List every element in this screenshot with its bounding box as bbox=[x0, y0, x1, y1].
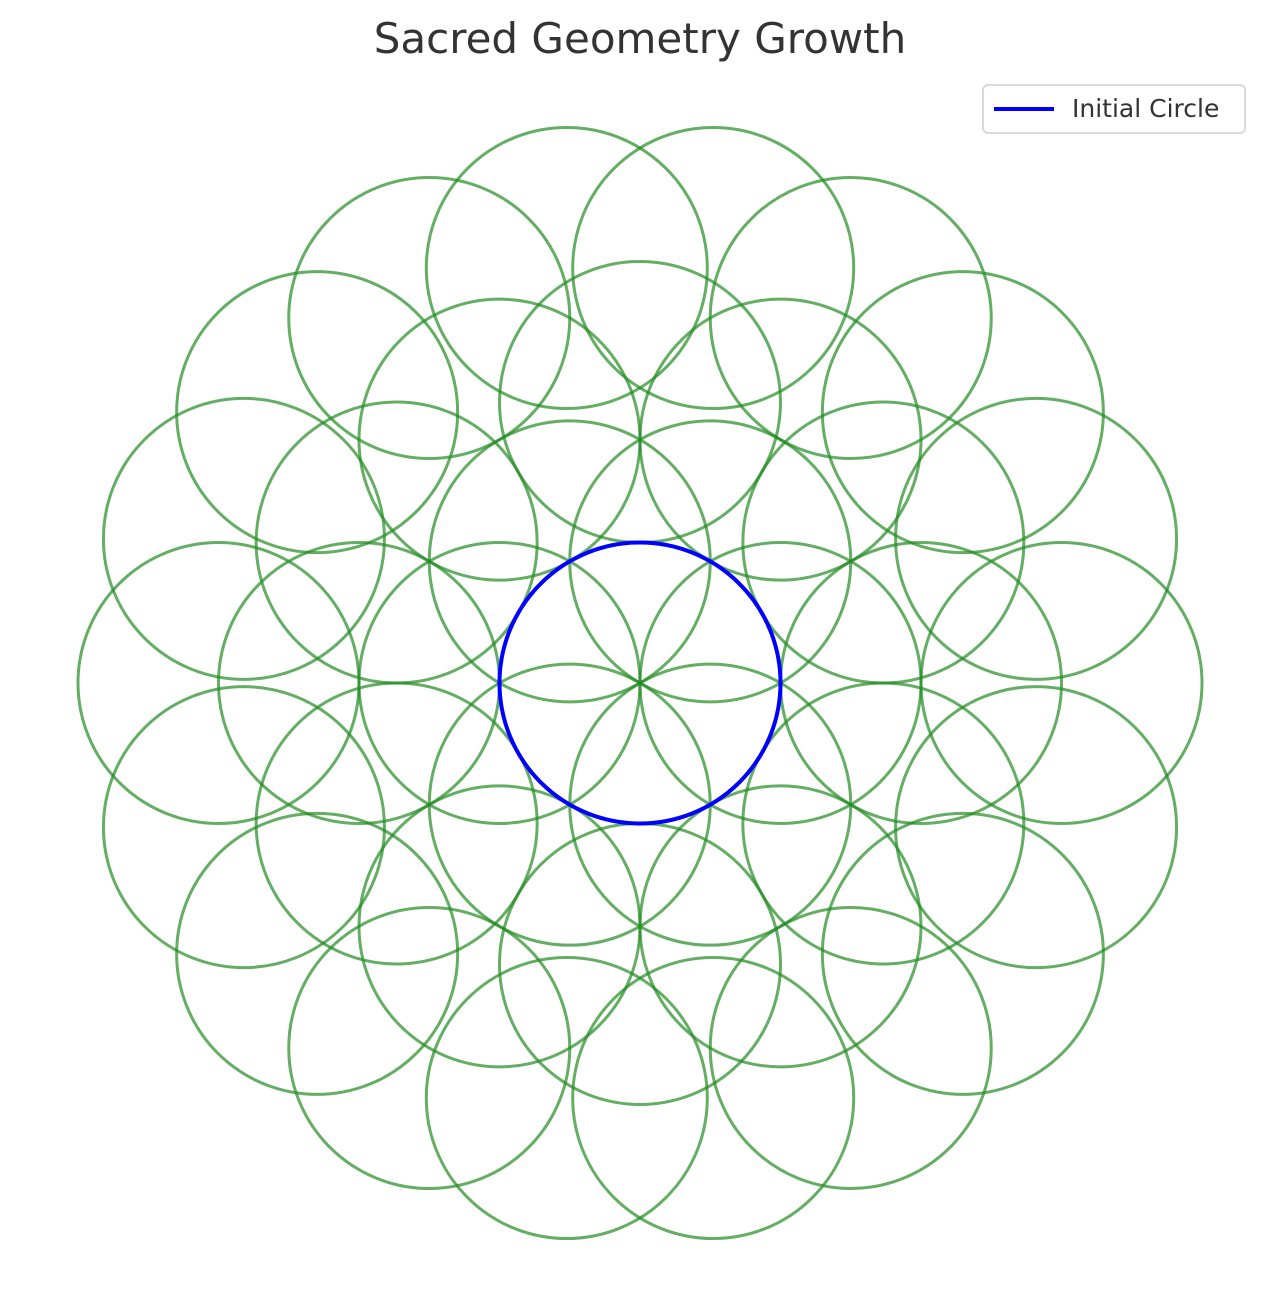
growth-circle-23 bbox=[571, 125, 856, 410]
chart-title: Sacred Geometry Growth bbox=[373, 14, 907, 63]
growth-circle-28 bbox=[76, 541, 361, 825]
legend-line-swatch bbox=[994, 107, 1054, 111]
growth-circle-30 bbox=[175, 811, 460, 1096]
growth-circle-25 bbox=[287, 175, 572, 460]
growth-circle-35 bbox=[820, 811, 1105, 1096]
growth-circle-26 bbox=[175, 270, 460, 555]
initial-circle bbox=[497, 540, 783, 826]
growth-circle-18 bbox=[741, 681, 1026, 966]
growth-circle-19 bbox=[919, 541, 1204, 825]
growth-circle-14 bbox=[254, 681, 539, 966]
legend-label-initial-circle: Initial Circle bbox=[1072, 94, 1220, 123]
growth-circle-24 bbox=[424, 125, 709, 410]
growth-circle-22 bbox=[708, 175, 993, 460]
growth-circle-34 bbox=[708, 906, 993, 1191]
initial-circle-layer bbox=[497, 540, 783, 826]
growth-circle-33 bbox=[571, 956, 856, 1241]
growth-circle-36 bbox=[894, 685, 1179, 970]
growth-circle-21 bbox=[820, 270, 1105, 555]
legend: Initial Circle bbox=[982, 84, 1246, 134]
growth-circle-31 bbox=[287, 906, 572, 1191]
growth-circle-29 bbox=[101, 685, 386, 970]
growth-circle-27 bbox=[101, 396, 386, 681]
growth-circle-20 bbox=[894, 396, 1179, 681]
growth-circle-32 bbox=[424, 956, 709, 1241]
growth-circles-layer bbox=[76, 125, 1204, 1241]
